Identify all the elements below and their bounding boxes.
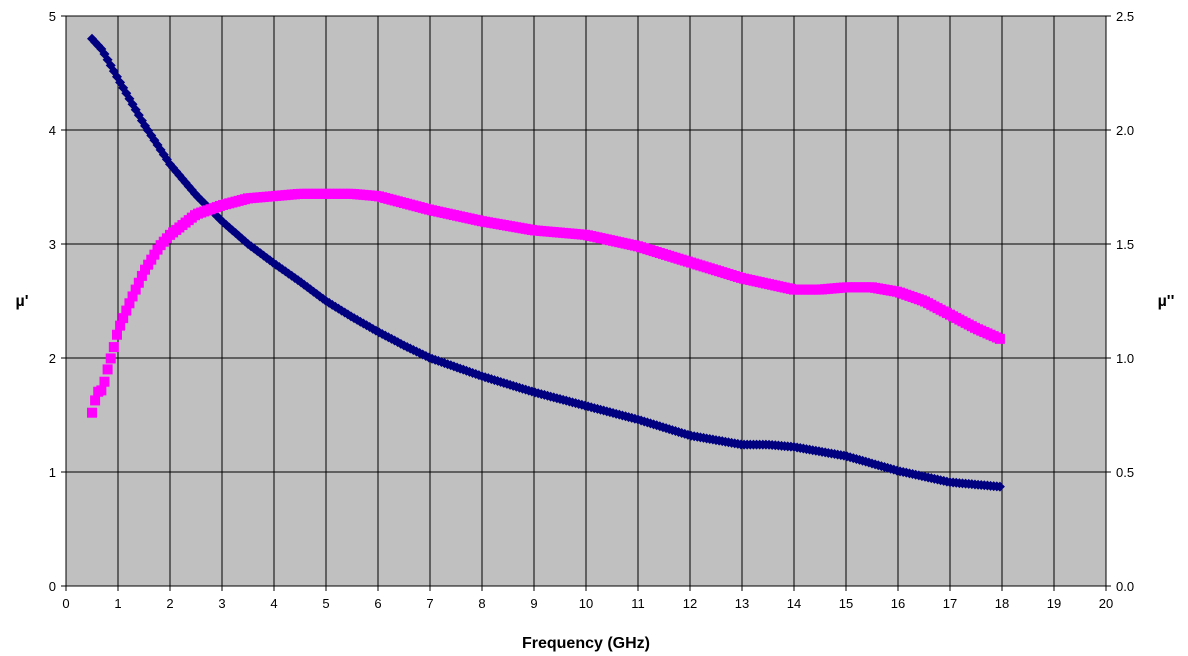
x-tick-label: 20	[1099, 596, 1113, 611]
y2-tick-label: 2.5	[1116, 9, 1134, 24]
data-point	[87, 407, 97, 418]
x-tick-label: 4	[270, 596, 277, 611]
x-tick-label: 8	[478, 596, 485, 611]
y2-tick-label: 1.5	[1116, 237, 1134, 252]
y-tick-label: 5	[49, 9, 56, 24]
x-tick-label: 14	[787, 596, 801, 611]
y-tick-label: 2	[49, 351, 56, 366]
data-point	[118, 313, 129, 324]
x-tick-label: 10	[579, 596, 593, 611]
y-tick-label: 3	[49, 237, 56, 252]
data-point	[105, 353, 116, 364]
x-tick-label: 0	[62, 596, 69, 611]
x-tick-label: 3	[218, 596, 225, 611]
y2-tick-label: 0.0	[1116, 579, 1134, 594]
gridlines	[66, 16, 1106, 586]
data-point	[130, 284, 141, 295]
data-point	[121, 305, 132, 316]
series-2	[87, 188, 1005, 418]
data-point	[146, 254, 157, 265]
data-point	[96, 385, 107, 396]
data-point	[102, 364, 113, 375]
data-point	[90, 395, 101, 406]
x-tick-label: 13	[735, 596, 749, 611]
data-point	[149, 249, 160, 260]
data-point	[108, 342, 119, 353]
x-tick-label: 15	[839, 596, 853, 611]
x-tick-label: 16	[891, 596, 905, 611]
data-point	[121, 88, 132, 99]
axes: 0 1 2 3 4 5 6 7 8 9 10 11 12 13 14 15 16 17 18 19 200123450.…	[49, 9, 1134, 611]
data-point	[143, 259, 154, 270]
y2-tick-label: 0.5	[1116, 465, 1134, 480]
y-tick-label: 0	[49, 579, 56, 594]
data-point	[115, 320, 126, 331]
data-point	[127, 291, 138, 302]
x-tick-label: 2	[166, 596, 173, 611]
data-point	[140, 264, 151, 275]
y-axis-title: µ'	[15, 293, 28, 310]
x-tick-label: 9	[530, 596, 537, 611]
y-tick-label: 1	[49, 465, 56, 480]
data-point	[994, 481, 1005, 492]
x-tick-label: 6	[374, 596, 381, 611]
y2-tick-label: 2.0	[1116, 123, 1134, 138]
x-axis-title: Frequency (GHz)	[522, 635, 650, 652]
data-point	[99, 376, 110, 387]
data-point	[133, 277, 144, 288]
x-tick-label: 1	[114, 596, 121, 611]
x-tick-label: 19	[1047, 596, 1061, 611]
y2-tick-label: 1.0	[1116, 351, 1134, 366]
series-1	[87, 33, 1005, 492]
data-point	[994, 333, 1005, 344]
x-tick-label: 11	[631, 596, 645, 611]
data-point	[124, 298, 135, 309]
x-tick-label: 12	[683, 596, 697, 611]
x-tick-label: 18	[995, 596, 1009, 611]
x-tick-label: 7	[426, 596, 433, 611]
data-point	[136, 270, 147, 281]
y-tick-label: 4	[49, 123, 56, 138]
x-tick-label: 17	[943, 596, 957, 611]
y2-axis-title: µ''	[1158, 293, 1175, 310]
data-marks	[87, 33, 1005, 492]
data-point	[111, 329, 122, 340]
x-tick-label: 5	[322, 596, 329, 611]
